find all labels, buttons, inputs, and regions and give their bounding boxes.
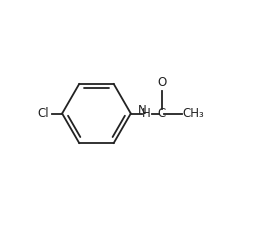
- Text: C: C: [158, 107, 166, 120]
- Text: O: O: [157, 76, 167, 89]
- Text: N: N: [138, 104, 147, 117]
- Text: CH₃: CH₃: [183, 107, 205, 120]
- Text: H: H: [142, 107, 151, 120]
- Text: Cl: Cl: [37, 107, 49, 120]
